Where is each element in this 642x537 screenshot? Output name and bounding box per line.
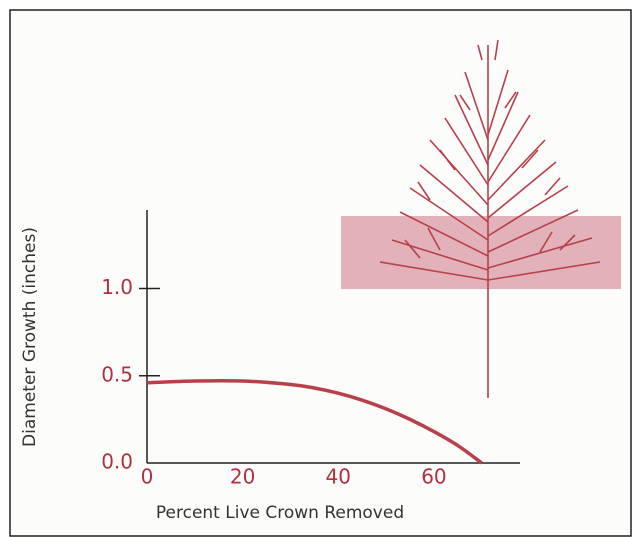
- y-axis-title: Diameter Growth (inches): [20, 227, 40, 447]
- x-tick-label: 0: [141, 465, 154, 489]
- x-tick-label: 40: [326, 465, 351, 489]
- x-tick-label: 20: [230, 465, 255, 489]
- y-tick-label: 0.5: [101, 362, 133, 386]
- x-axis-title: Percent Live Crown Removed: [156, 503, 404, 523]
- chart: Diameter Growth (inches) Percent Live Cr…: [0, 0, 642, 537]
- x-tick-label: 60: [421, 465, 446, 489]
- y-tick-label: 0.0: [101, 450, 133, 474]
- y-tick-label: 1.0: [101, 275, 133, 299]
